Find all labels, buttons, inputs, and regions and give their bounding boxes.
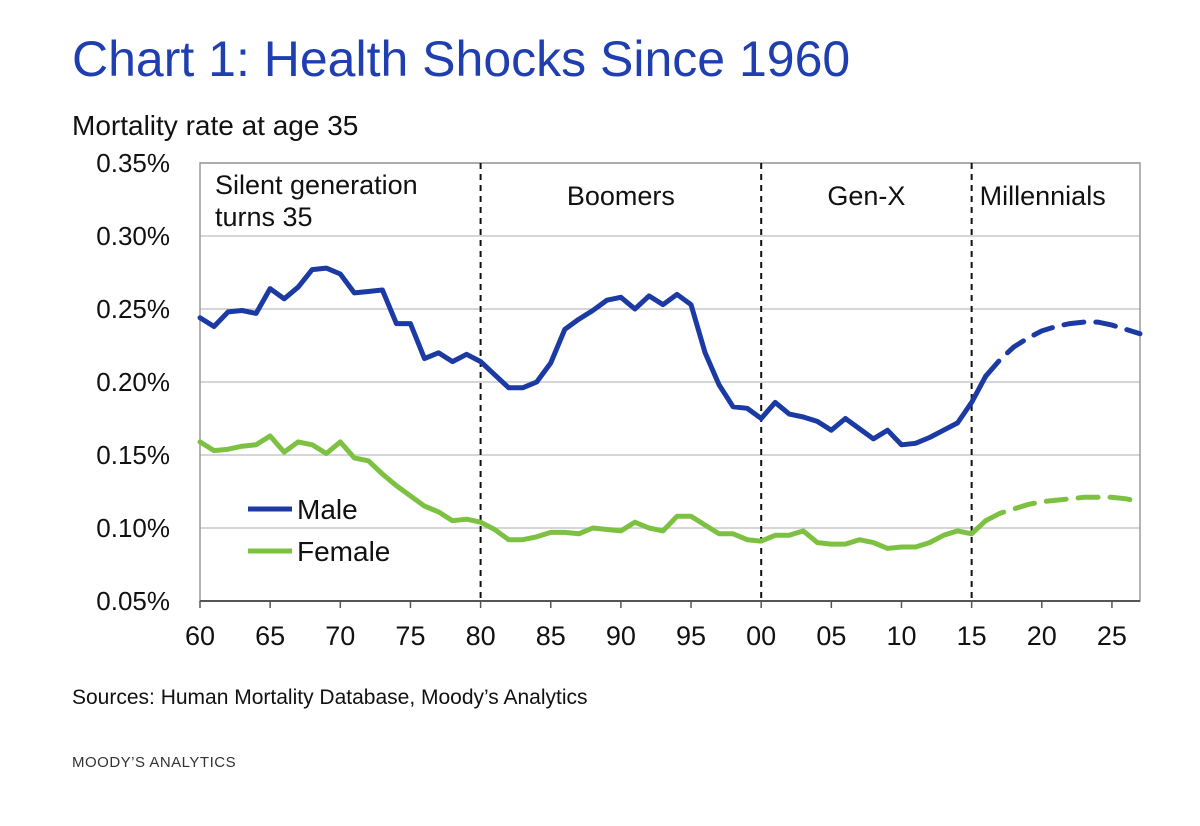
y-tick-label: 0.10% xyxy=(96,513,170,543)
brand-logo-text: MOODY’S ANALYTICS xyxy=(72,754,237,771)
x-tick-label: 25 xyxy=(1097,621,1127,651)
sources-note: Sources: Human Mortality Database, Moody… xyxy=(72,686,588,709)
x-tick-label: 70 xyxy=(325,621,355,651)
series-line-male xyxy=(197,265,989,448)
x-tick-label: 05 xyxy=(816,621,846,651)
x-tick-label: 00 xyxy=(746,621,776,651)
legend-label-male: Male xyxy=(297,494,358,525)
generation-label: Silent generation xyxy=(215,170,418,200)
x-tick-label: 10 xyxy=(886,621,916,651)
x-tick-label: 75 xyxy=(395,621,425,651)
series-line-female xyxy=(197,433,989,551)
x-tick-label: 65 xyxy=(255,621,285,651)
y-tick-label: 0.15% xyxy=(96,440,170,470)
generation-label: Millennials xyxy=(980,181,1106,211)
x-tick-label: 60 xyxy=(185,621,215,651)
series-projection-male xyxy=(983,319,1143,379)
generation-label: Gen-X xyxy=(827,181,905,211)
series-projection-female xyxy=(983,494,1143,524)
x-tick-label: 80 xyxy=(466,621,496,651)
generation-label: Boomers xyxy=(567,181,675,211)
y-tick-label: 0.20% xyxy=(96,367,170,397)
y-tick-label: 0.05% xyxy=(96,586,170,616)
x-tick-label: 95 xyxy=(676,621,706,651)
x-tick-label: 90 xyxy=(606,621,636,651)
x-tick-label: 15 xyxy=(957,621,987,651)
generation-label: turns 35 xyxy=(215,202,313,232)
legend-label-female: Female xyxy=(297,536,390,567)
chart-subtitle: Mortality rate at age 35 xyxy=(72,110,359,141)
x-tick-label: 20 xyxy=(1027,621,1057,651)
y-tick-label: 0.35% xyxy=(96,148,170,178)
chart-title: Chart 1: Health Shocks Since 1960 xyxy=(72,31,851,87)
y-tick-label: 0.30% xyxy=(96,221,170,251)
y-tick-label: 0.25% xyxy=(96,294,170,324)
x-tick-label: 85 xyxy=(536,621,566,651)
